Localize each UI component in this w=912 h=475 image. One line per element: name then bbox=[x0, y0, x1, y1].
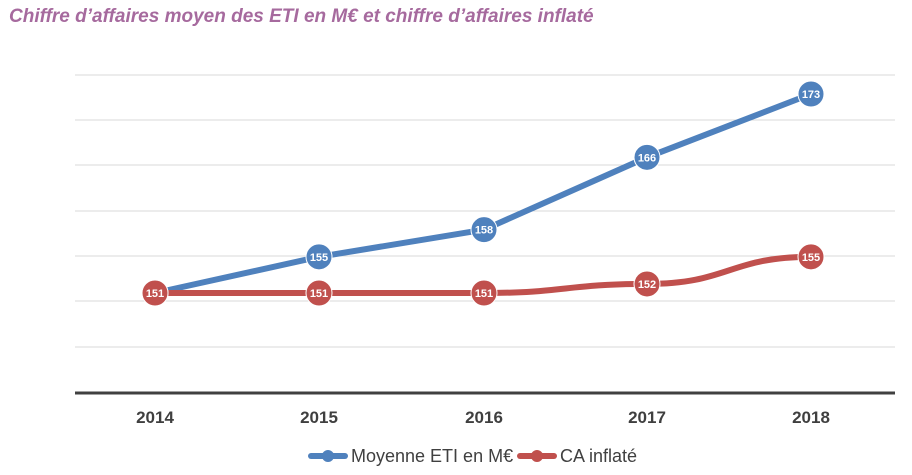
chart-title: Chiffre d’affaires moyen des ETI en M€ e… bbox=[9, 6, 594, 27]
legend-label: CA inflaté bbox=[560, 446, 637, 466]
data-label: 151 bbox=[475, 288, 493, 300]
data-label: 166 bbox=[638, 152, 656, 164]
grid-lines bbox=[75, 74, 895, 395]
data-point bbox=[633, 270, 661, 298]
data-point bbox=[305, 243, 333, 271]
x-tick-label: 2018 bbox=[792, 408, 830, 427]
data-label: 152 bbox=[638, 279, 656, 291]
data-point bbox=[141, 279, 169, 307]
data-point bbox=[470, 279, 498, 307]
x-tick-label: 2014 bbox=[136, 408, 174, 427]
data-point bbox=[797, 80, 825, 108]
x-axis-ticks: 2014 2015 2016 2017 2018 bbox=[136, 408, 830, 427]
x-tick-label: 2017 bbox=[628, 408, 666, 427]
data-point bbox=[797, 243, 825, 271]
data-label: 173 bbox=[802, 89, 820, 101]
data-label: 155 bbox=[802, 252, 820, 264]
series-line-1 bbox=[152, 91, 814, 296]
legend-label: Moyenne ETI en M€ bbox=[351, 446, 513, 466]
x-tick-label: 2016 bbox=[465, 408, 503, 427]
data-points: 151155158166173151151151152155 bbox=[141, 80, 825, 307]
data-point bbox=[305, 279, 333, 307]
data-point bbox=[470, 216, 498, 244]
data-label: 151 bbox=[310, 288, 328, 300]
series-lines bbox=[152, 91, 814, 297]
data-point bbox=[633, 143, 661, 171]
legend-swatch-marker bbox=[531, 450, 543, 462]
legend: Moyenne ETI en M€ CA inflaté bbox=[308, 446, 637, 466]
legend-swatch-marker bbox=[322, 450, 334, 462]
x-tick-label: 2015 bbox=[300, 408, 338, 427]
data-label: 155 bbox=[310, 252, 328, 264]
data-label: 151 bbox=[146, 288, 164, 300]
data-label: 158 bbox=[475, 225, 493, 237]
